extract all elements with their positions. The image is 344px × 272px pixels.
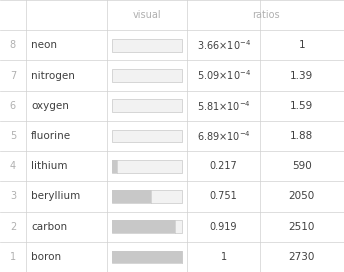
Text: 6: 6 xyxy=(10,101,16,111)
Text: carbon: carbon xyxy=(31,222,67,232)
Bar xyxy=(112,220,175,233)
Bar xyxy=(112,100,182,112)
Text: 1.88: 1.88 xyxy=(290,131,313,141)
Text: beryllium: beryllium xyxy=(31,191,80,202)
Text: $3.66{\times}10^{-4}$: $3.66{\times}10^{-4}$ xyxy=(196,38,251,52)
Bar xyxy=(112,251,182,263)
Text: 1: 1 xyxy=(221,252,227,262)
Text: $5.81{\times}10^{-4}$: $5.81{\times}10^{-4}$ xyxy=(197,99,250,113)
Text: 0.919: 0.919 xyxy=(210,222,237,232)
Bar xyxy=(112,69,182,82)
Text: 2730: 2730 xyxy=(289,252,315,262)
Text: 0.751: 0.751 xyxy=(210,191,237,202)
Bar xyxy=(112,39,182,52)
Bar xyxy=(112,160,117,172)
Text: fluorine: fluorine xyxy=(31,131,71,141)
Text: 1.39: 1.39 xyxy=(290,70,313,81)
Text: visual: visual xyxy=(133,10,161,20)
Text: 1: 1 xyxy=(10,252,16,262)
Bar xyxy=(112,160,182,172)
Bar xyxy=(112,130,182,142)
Text: 4: 4 xyxy=(10,161,16,171)
Text: 8: 8 xyxy=(10,40,16,50)
Text: oxygen: oxygen xyxy=(31,101,69,111)
Text: 0.217: 0.217 xyxy=(210,161,237,171)
Text: boron: boron xyxy=(31,252,61,262)
Text: neon: neon xyxy=(31,40,57,50)
Text: nitrogen: nitrogen xyxy=(31,70,75,81)
Text: lithium: lithium xyxy=(31,161,67,171)
Text: 5: 5 xyxy=(10,131,16,141)
Text: ratios: ratios xyxy=(252,10,280,20)
Text: 590: 590 xyxy=(292,161,312,171)
Bar xyxy=(112,220,182,233)
Text: 1.59: 1.59 xyxy=(290,101,313,111)
Text: $6.89{\times}10^{-4}$: $6.89{\times}10^{-4}$ xyxy=(197,129,250,143)
Text: 3: 3 xyxy=(10,191,16,202)
Bar xyxy=(112,190,151,203)
Text: $5.09{\times}10^{-4}$: $5.09{\times}10^{-4}$ xyxy=(196,69,251,82)
Text: 2050: 2050 xyxy=(289,191,315,202)
Text: 1: 1 xyxy=(299,40,305,50)
Bar xyxy=(112,190,182,203)
Text: 2510: 2510 xyxy=(289,222,315,232)
Text: 2: 2 xyxy=(10,222,16,232)
Bar xyxy=(112,251,182,263)
Text: 7: 7 xyxy=(10,70,16,81)
